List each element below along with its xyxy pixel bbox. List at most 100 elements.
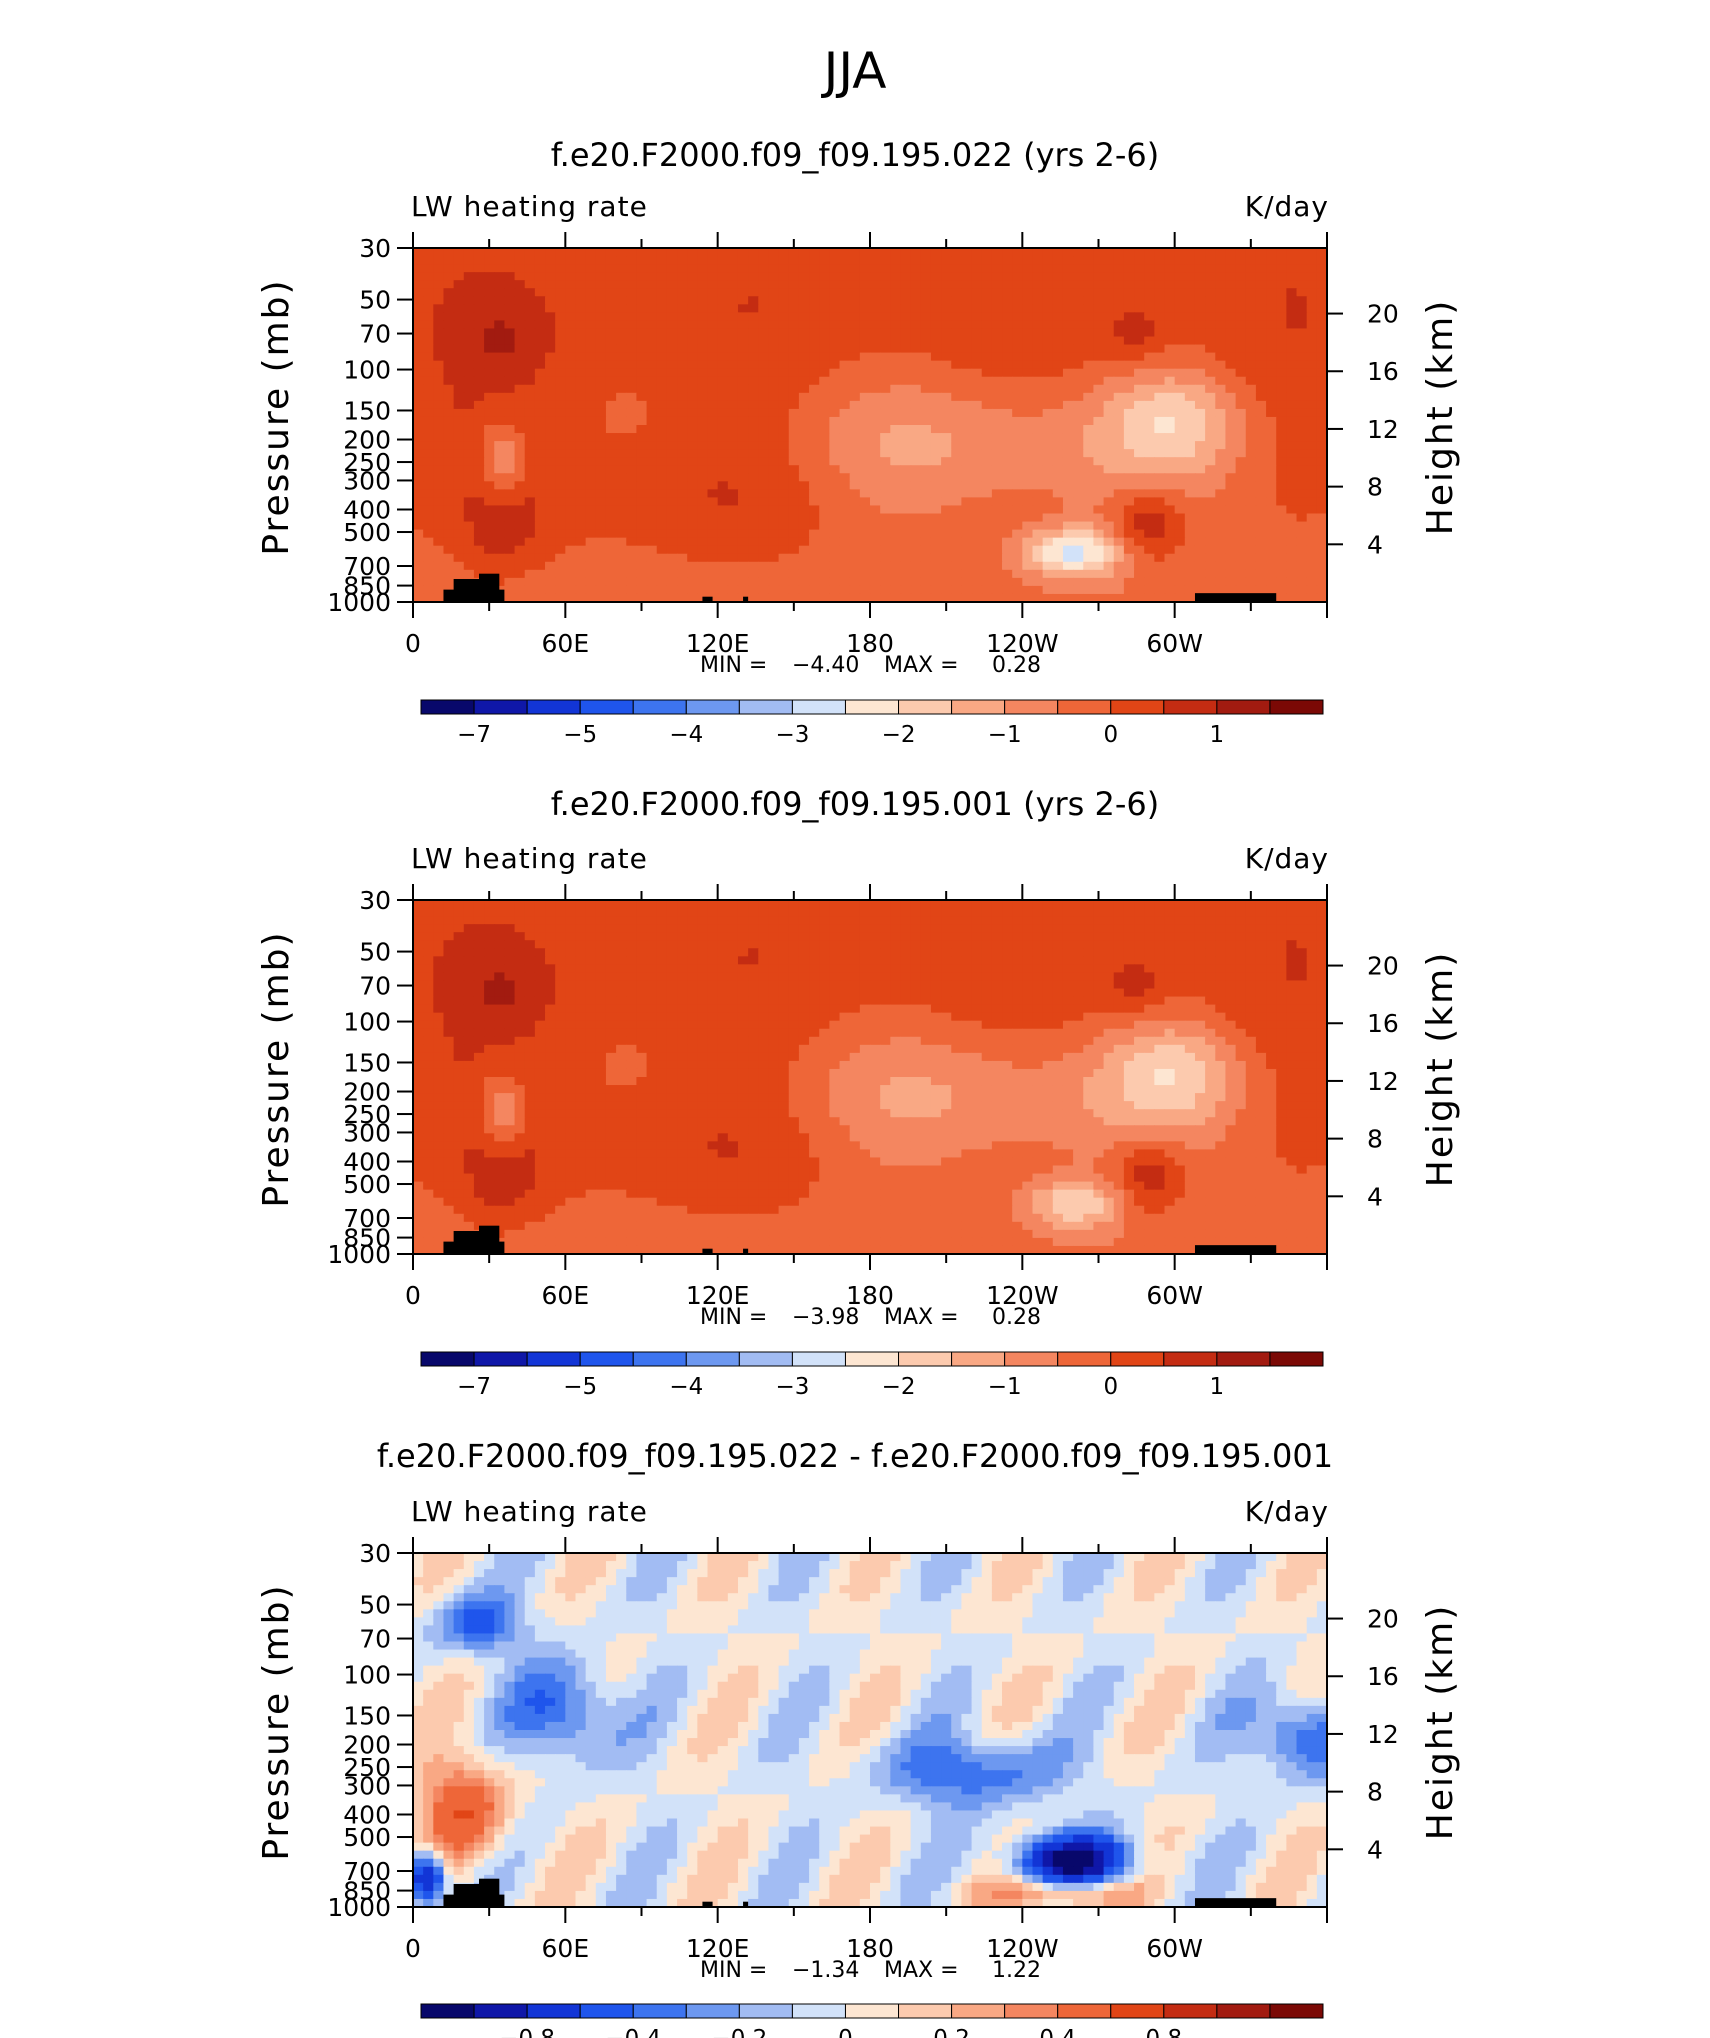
contour-cell	[1103, 569, 1115, 579]
contour-cell	[666, 392, 678, 402]
contour-cell	[1032, 449, 1044, 458]
contour-cell	[1012, 457, 1023, 466]
contour-cell	[687, 392, 698, 402]
contour-cell	[1286, 312, 1298, 322]
contour-cell	[859, 433, 871, 442]
contour-cell	[788, 948, 800, 957]
contour-cell	[1255, 400, 1267, 410]
contour-cell	[1235, 948, 1247, 957]
contour-cell	[768, 529, 780, 539]
contour-cell	[880, 561, 891, 571]
contour-cell	[1042, 964, 1054, 974]
contour-cell	[656, 272, 668, 281]
contour-cell	[616, 537, 627, 547]
contour-cell	[1123, 505, 1135, 515]
contour-cell	[1083, 916, 1095, 925]
contour-cell	[1286, 304, 1298, 313]
contour-cell	[819, 384, 830, 394]
contour-cell	[1042, 521, 1054, 531]
contour-cell	[737, 360, 749, 370]
contour-cell	[413, 392, 424, 402]
contour-cell	[1073, 577, 1084, 587]
contour-cell	[727, 489, 739, 499]
contour-cell	[1286, 940, 1298, 949]
contour-cell	[778, 312, 790, 322]
contour-cell	[1012, 505, 1023, 515]
contour-cell	[1306, 457, 1318, 466]
contour-cell	[870, 264, 881, 273]
contour-cell	[1134, 256, 1145, 265]
contour-cell	[1184, 553, 1196, 563]
contour-cell	[1215, 264, 1227, 273]
contour-cell	[1316, 344, 1328, 354]
contour-cell	[595, 505, 607, 515]
contour-cell	[484, 900, 495, 909]
contour-cell	[819, 473, 830, 482]
contour-cell	[870, 280, 881, 289]
contour-cell	[839, 577, 851, 587]
contour-cell	[677, 900, 688, 909]
contour-cell	[1245, 513, 1257, 523]
contour-cell	[1093, 465, 1105, 474]
contour-cell	[1113, 457, 1125, 466]
contour-cell	[1215, 465, 1227, 474]
contour-cell	[1154, 956, 1166, 965]
contour-cell	[504, 280, 516, 289]
contour-cell	[1042, 473, 1054, 482]
contour-cell	[677, 425, 688, 434]
contour-cell	[991, 908, 1003, 917]
contour-cell	[829, 408, 841, 418]
contour-cell	[585, 932, 597, 941]
contour-cell	[595, 400, 607, 410]
contour-cell	[1266, 368, 1277, 378]
contour-cell	[900, 972, 912, 982]
contour-cell	[494, 416, 505, 426]
contour-cell	[1245, 336, 1257, 346]
contour-cell	[870, 408, 881, 418]
contour-cell	[605, 368, 617, 378]
contour-cell	[1245, 425, 1257, 434]
contour-cell	[1296, 441, 1308, 450]
contour-cell	[890, 376, 902, 386]
contour-cell	[1306, 956, 1318, 965]
contour-cell	[463, 908, 475, 917]
contour-cell	[1062, 593, 1074, 603]
contour-cell	[514, 288, 526, 297]
contour-cell	[737, 304, 749, 313]
contour-cell	[748, 932, 759, 941]
contour-cell	[920, 425, 932, 434]
contour-cell	[423, 264, 434, 273]
contour-cell	[1255, 964, 1267, 974]
contour-cell	[1194, 312, 1206, 322]
contour-cell	[971, 400, 983, 410]
contour-cell	[1083, 272, 1095, 281]
contour-cell	[1032, 425, 1044, 434]
contour-cell	[423, 392, 434, 402]
contour-cell	[788, 593, 800, 603]
contour-cell	[626, 473, 638, 482]
contour-cell	[890, 441, 902, 450]
contour-cell	[463, 497, 475, 507]
contour-cell	[1296, 256, 1308, 265]
contour-cell	[1276, 344, 1287, 354]
contour-cell	[1012, 376, 1023, 386]
contour-cell	[433, 296, 445, 305]
contour-cell	[575, 465, 587, 474]
contour-cell	[575, 433, 587, 442]
contour-cell	[1215, 376, 1227, 386]
contour-cell	[1083, 465, 1095, 474]
contour-cell	[575, 449, 587, 458]
contour-cell	[788, 457, 800, 466]
contour-cell	[484, 956, 495, 965]
contour-cell	[697, 304, 709, 313]
contour-cell	[829, 940, 841, 949]
contour-cell	[1296, 336, 1308, 346]
contour-cell	[524, 948, 536, 957]
contour-cell	[1255, 416, 1267, 426]
contour-cell	[1266, 352, 1277, 362]
contour-cell	[636, 529, 648, 539]
contour-cell	[1316, 288, 1328, 297]
contour-cell	[930, 416, 942, 426]
contour-cell	[971, 352, 983, 362]
contour-cell	[473, 956, 485, 965]
